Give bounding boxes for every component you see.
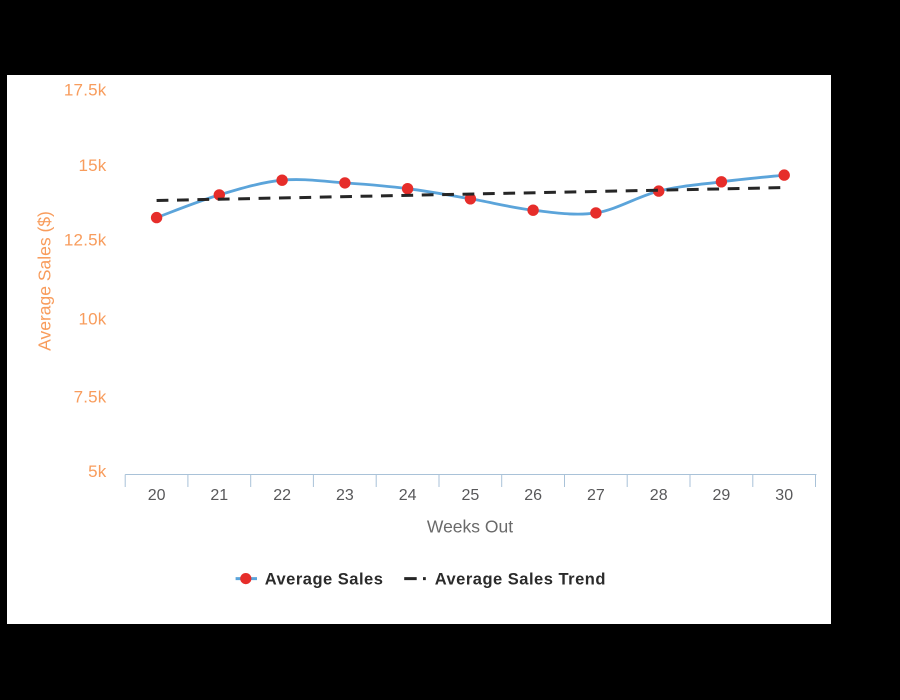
svg-text:22: 22 xyxy=(273,487,291,504)
svg-text:23: 23 xyxy=(336,487,354,504)
svg-text:30: 30 xyxy=(775,487,793,504)
svg-text:Weeks Out: Weeks Out xyxy=(427,517,513,537)
svg-text:26: 26 xyxy=(524,487,542,504)
svg-text:10k: 10k xyxy=(78,310,106,329)
svg-text:24: 24 xyxy=(399,487,417,504)
svg-text:27: 27 xyxy=(587,487,605,504)
svg-text:25: 25 xyxy=(462,487,480,504)
svg-text:15k: 15k xyxy=(78,156,106,175)
svg-text:Average Sales ($): Average Sales ($) xyxy=(35,211,55,351)
svg-text:12.5k: 12.5k xyxy=(64,231,107,250)
svg-text:17.5k: 17.5k xyxy=(64,80,107,99)
svg-text:5k: 5k xyxy=(88,462,107,481)
svg-text:7.5k: 7.5k xyxy=(74,387,107,406)
svg-text:Average Sales Trend: Average Sales Trend xyxy=(435,571,606,589)
svg-text:20: 20 xyxy=(148,487,166,504)
svg-text:21: 21 xyxy=(210,487,228,504)
svg-text:28: 28 xyxy=(650,487,668,504)
svg-text:Average Sales: Average Sales xyxy=(265,571,384,589)
svg-text:29: 29 xyxy=(713,487,731,504)
